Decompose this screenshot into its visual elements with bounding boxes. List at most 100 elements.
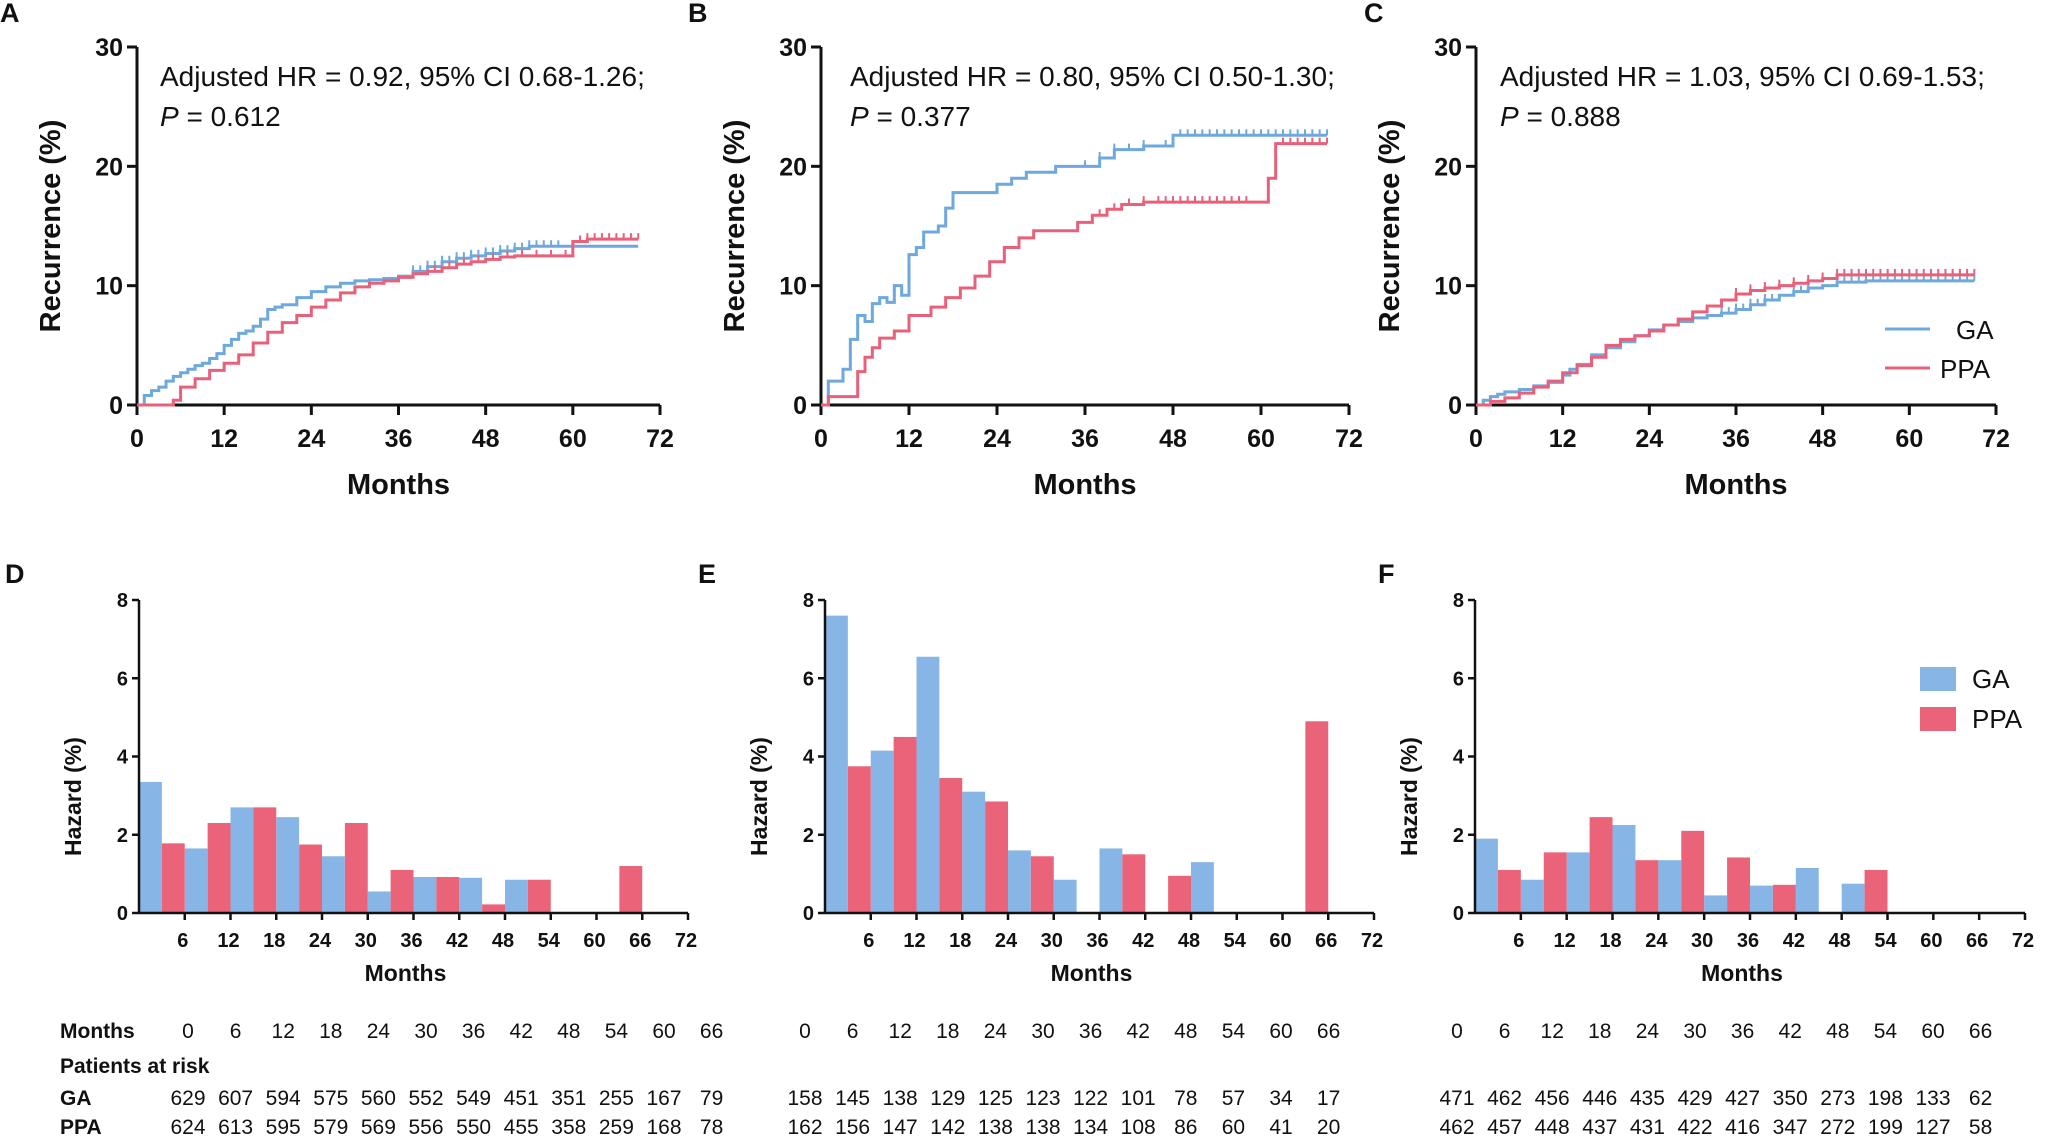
bar-ppa [985,801,1008,913]
risk-ppa-value: 437 [1582,1116,1617,1139]
bar-ga [1566,852,1590,913]
hr-annotation: Adjusted HR = 0.80, 95% CI 0.50-1.30; [850,61,1335,92]
risk-month-value: 6 [847,1020,859,1043]
risk-month-value: 24 [367,1020,391,1043]
risk-ppa-value: 138 [1025,1116,1060,1139]
risk-month-value: 48 [1826,1020,1849,1043]
risk-month-value: 24 [1636,1020,1660,1043]
x-tick-label: 36 [1071,425,1099,453]
risk-months-label: Months [60,1020,135,1043]
bar-ppa [436,877,460,913]
y-tick-label: 0 [793,392,807,420]
risk-ga-value: 101 [1121,1087,1156,1110]
y-tick-label: 30 [1434,34,1462,62]
risk-ppa-value: 259 [599,1116,634,1139]
x-tick-label: 0 [1469,425,1483,453]
x-tick-label: 42 [1783,930,1805,952]
risk-month-value: 18 [319,1020,342,1043]
risk-ga-value: 78 [1174,1087,1197,1110]
bar-ppa [1122,854,1146,913]
risk-ga-label: GA [60,1087,92,1110]
y-tick-label: 10 [1434,273,1462,301]
risk-ga-value: 427 [1725,1087,1760,1110]
x-tick-label: 66 [1315,930,1337,952]
x-tick-label: 36 [400,930,422,952]
x-tick-label: 18 [1599,930,1621,952]
legend-swatch-ga [1920,667,1956,691]
y-tick-label: 30 [779,34,807,62]
x-tick-label: 24 [995,930,1018,952]
x-tick-label: 48 [1809,425,1837,453]
risk-month-value: 30 [1031,1020,1054,1043]
x-tick-label: 48 [472,425,500,453]
x-tick-label: 42 [446,930,468,952]
risk-ga-value: 594 [266,1087,301,1110]
y-tick-label: 0 [117,903,128,925]
hr-annotation: Adjusted HR = 1.03, 95% CI 0.69-1.53; [1500,61,1985,92]
y-tick-label: 8 [117,590,128,612]
p-label: P [160,101,179,132]
bar-ppa [390,869,414,913]
panel-letter: A [0,0,20,28]
risk-month-value: 42 [1127,1020,1150,1043]
x-tick-label: 12 [1549,425,1577,453]
risk-month-value: 18 [936,1020,959,1043]
risk-ga-value: 125 [978,1087,1013,1110]
hr-annotation: Adjusted HR = 0.92, 95% CI 0.68-1.26; [160,61,645,92]
x-tick-label: 60 [1247,425,1275,453]
legend-label-ppa: PPA [1940,354,1991,384]
x-tick-label: 6 [863,930,874,952]
panel-letter: D [5,559,25,589]
bar-ppa [344,823,368,913]
bar-ga [276,817,300,913]
x-tick-label: 24 [1645,930,1668,952]
km-panel-b: B 0 10 20 30 0 12 24 36 48 60 72 Months Recurrence (%… [688,0,1363,501]
y-tick-label: 20 [1434,153,1462,181]
risk-month-value: 66 [1317,1020,1340,1043]
p-value-annotation: P = 0.377 [850,101,971,132]
y-tick-label: 4 [117,747,129,769]
risk-ga-value: 34 [1269,1087,1293,1110]
bar-ppa [299,844,322,913]
y-axis-title: Hazard (%) [1396,737,1422,856]
bar-ga [1099,848,1123,913]
bar-ga [1612,824,1636,913]
y-axis-title: Hazard (%) [746,737,772,856]
x-axis-title: Months [1701,960,1783,986]
risk-month-value: 60 [652,1020,675,1043]
risk-ppa-value: 199 [1868,1116,1903,1139]
x-tick-label: 60 [559,425,587,453]
risk-ga-value: 167 [646,1087,681,1110]
bar-ga [1841,883,1865,913]
x-tick-label: 24 [297,425,325,453]
risk-ppa-value: 422 [1677,1116,1712,1139]
x-tick-label: 18 [263,930,285,952]
risk-ppa-value: 358 [551,1116,586,1139]
risk-ga-value: 62 [1969,1087,1992,1110]
risk-ga-value: 145 [835,1087,870,1110]
legend-label-ppa: PPA [1972,704,2023,734]
risk-month-value: 54 [605,1020,629,1043]
x-axis-title: Months [1684,469,1787,501]
y-tick-label: 6 [1453,668,1464,690]
risk-ppa-value: 168 [646,1116,681,1139]
risk-ga-value: 575 [313,1087,348,1110]
panel-letter: E [698,559,716,589]
risk-month-value: 48 [557,1020,580,1043]
bar-ga [1658,860,1682,913]
bar-ppa [1635,860,1659,913]
bar-ppa [893,736,917,913]
x-tick-label: 60 [1895,425,1923,453]
risk-ga-value: 158 [787,1087,822,1110]
risk-ppa-value: 60 [1222,1116,1245,1139]
bar-ppa [1772,884,1796,913]
risk-ppa-value: 457 [1487,1116,1522,1139]
y-tick-label: 0 [109,392,123,420]
risk-month-value: 60 [1269,1020,1292,1043]
risk-ppa-value: 448 [1535,1116,1570,1139]
y-tick-label: 30 [95,34,123,62]
bar-ppa [161,843,185,913]
risk-ga-value: 57 [1222,1087,1245,1110]
risk-ppa-value: 156 [835,1116,870,1139]
